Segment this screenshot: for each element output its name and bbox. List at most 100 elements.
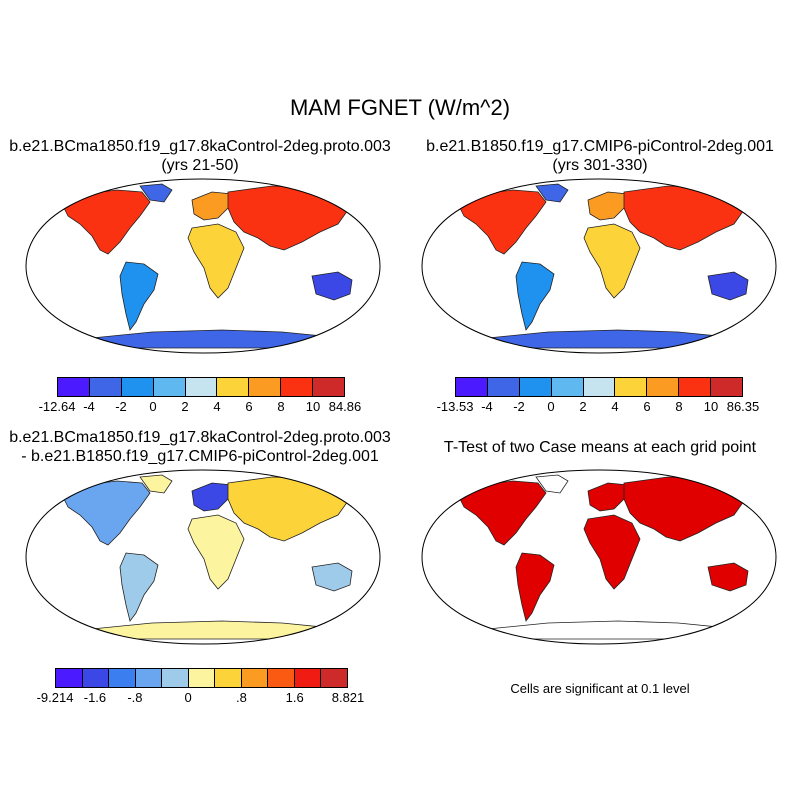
continent-australia	[311, 271, 353, 301]
colorbar-swatch	[313, 378, 345, 396]
colorbar-swatch	[58, 378, 90, 396]
colorbar-swatch	[249, 378, 282, 396]
colorbar-tick-label: 0	[149, 399, 157, 414]
colorbar-tick-label: 86.35	[726, 399, 760, 414]
colorbar-swatch	[89, 378, 122, 396]
colorbar-tick-label: 10	[703, 399, 719, 414]
continent-europe	[587, 482, 629, 512]
colorbar-tick-label: 1.6	[285, 690, 304, 705]
panel-title-diff: b.e21.BCma1850.f19_g17.8kaControl-2deg.p…	[0, 428, 400, 466]
colorbar-swatch	[321, 669, 348, 687]
colorbar-tick-label: 8	[277, 399, 285, 414]
continent-africa	[187, 223, 245, 299]
panel-title-case2: b.e21.B1850.f19_g17.CMIP6-piControl-2deg…	[400, 137, 800, 175]
colorbar-tick-label: 4	[213, 399, 221, 414]
colorbar-swatch	[615, 378, 648, 396]
continent-antarctica	[90, 329, 323, 349]
continent-greenland	[535, 183, 569, 203]
colorbar-case1	[57, 377, 345, 397]
colorbar-swatch	[188, 669, 216, 687]
continent-antarctica	[90, 620, 323, 640]
panel-title-line: (yrs 301-330)	[552, 157, 648, 174]
colorbar-swatch	[281, 378, 314, 396]
colorbar-swatch	[241, 669, 269, 687]
continent-northAmerica	[457, 480, 547, 546]
continent-europe	[191, 482, 233, 512]
panel-title-case1: b.e21.BCma1850.f19_g17.8kaControl-2deg.p…	[0, 137, 400, 175]
colorbar-tick-label: -4	[83, 399, 95, 414]
colorbar-tick-label: -2	[115, 399, 127, 414]
significance-note: Cells are significant at 0.1 level	[510, 681, 690, 696]
continent-antarctica	[486, 620, 719, 640]
colorbar-swatch	[153, 378, 186, 396]
continent-antarctica	[486, 329, 719, 349]
colorbar-tick-label: 6	[245, 399, 253, 414]
colorbar-case2	[455, 377, 743, 397]
panel-title-line: b.e21.BCma1850.f19_g17.8kaControl-2deg.p…	[9, 429, 391, 446]
colorbar-swatch	[487, 378, 520, 396]
colorbar-tick-label: 10	[305, 399, 321, 414]
panel-title-line: - b.e21.B1850.f19_g17.CMIP6-piControl-2d…	[21, 448, 379, 465]
colorbar-tick-label: -.8	[127, 690, 143, 705]
continent-southAmerica	[119, 552, 159, 622]
panel-title-line: b.e21.BCma1850.f19_g17.8kaControl-2deg.p…	[9, 138, 391, 155]
panel-title-line: b.e21.B1850.f19_g17.CMIP6-piControl-2deg…	[426, 138, 774, 155]
panel-title-line: T-Test of two Case means at each grid po…	[443, 439, 757, 456]
continent-africa	[187, 514, 245, 590]
continent-northAmerica	[61, 189, 151, 255]
colorbar-swatch	[185, 378, 218, 396]
colorbar-tick-label: 84.86	[328, 399, 362, 414]
colorbar-swatch	[82, 669, 110, 687]
colorbar-tick-label: -13.53	[436, 399, 474, 414]
colorbar-swatch	[647, 378, 680, 396]
colorbar-tick-label: 2	[181, 399, 189, 414]
continent-australia	[707, 271, 749, 301]
continent-greenland	[139, 474, 173, 494]
colorbar-labels-diff: -9.214 -1.6 -.8 0 .8 1.6 8.821	[37, 690, 365, 706]
colorbar-tick-label: -12.64	[38, 399, 76, 414]
continent-northAmerica	[457, 189, 547, 255]
colorbar-tick-label: 0	[547, 399, 555, 414]
colorbar-swatch	[551, 378, 584, 396]
colorbar-swatch	[679, 378, 712, 396]
colorbar-tick-label: 0	[184, 690, 192, 705]
map-case1	[25, 178, 381, 354]
colorbar-swatch	[56, 669, 83, 687]
figure-title: MAM FGNET (W/m^2)	[289, 95, 511, 120]
colorbar-swatch	[456, 378, 488, 396]
map-diff	[25, 469, 381, 645]
colorbar-tick-label: -2	[513, 399, 525, 414]
colorbar-tick-label: 8	[675, 399, 683, 414]
colorbar-tick-label: 2	[579, 399, 587, 414]
map-ttest	[421, 469, 777, 645]
continent-southAmerica	[515, 552, 555, 622]
colorbar-swatch	[583, 378, 616, 396]
colorbar-tick-label: 8.821	[331, 690, 365, 705]
map-frame-border	[421, 469, 777, 645]
continent-greenland	[535, 474, 569, 494]
map-frame-border	[421, 178, 777, 354]
colorbar-swatch	[121, 378, 154, 396]
colorbar-tick-label: -1.6	[83, 690, 107, 705]
continent-southAmerica	[119, 261, 159, 331]
map-frame-border	[25, 178, 381, 354]
colorbar-swatch	[519, 378, 552, 396]
colorbar-swatch	[268, 669, 295, 687]
colorbar-tick-label: 6	[643, 399, 651, 414]
colorbar-tick-label: -9.214	[36, 690, 74, 705]
continent-southAmerica	[515, 261, 555, 331]
continent-europe	[191, 191, 233, 221]
colorbar-swatch	[135, 669, 163, 687]
panel-title-ttest: T-Test of two Case means at each grid po…	[400, 438, 800, 457]
continent-africa	[583, 223, 641, 299]
colorbar-swatch	[711, 378, 743, 396]
colorbar-labels-case2: -13.53 -4 -2 0 2 4 6 8 10 86.35	[437, 399, 760, 415]
colorbar-tick-label: 4	[611, 399, 619, 414]
continent-greenland	[139, 183, 173, 203]
colorbar-swatch	[217, 378, 250, 396]
colorbar-diff	[55, 668, 348, 688]
continent-europe	[587, 191, 629, 221]
continent-australia	[707, 562, 749, 592]
continent-africa	[583, 514, 641, 590]
colorbar-tick-label: .8	[236, 690, 247, 705]
